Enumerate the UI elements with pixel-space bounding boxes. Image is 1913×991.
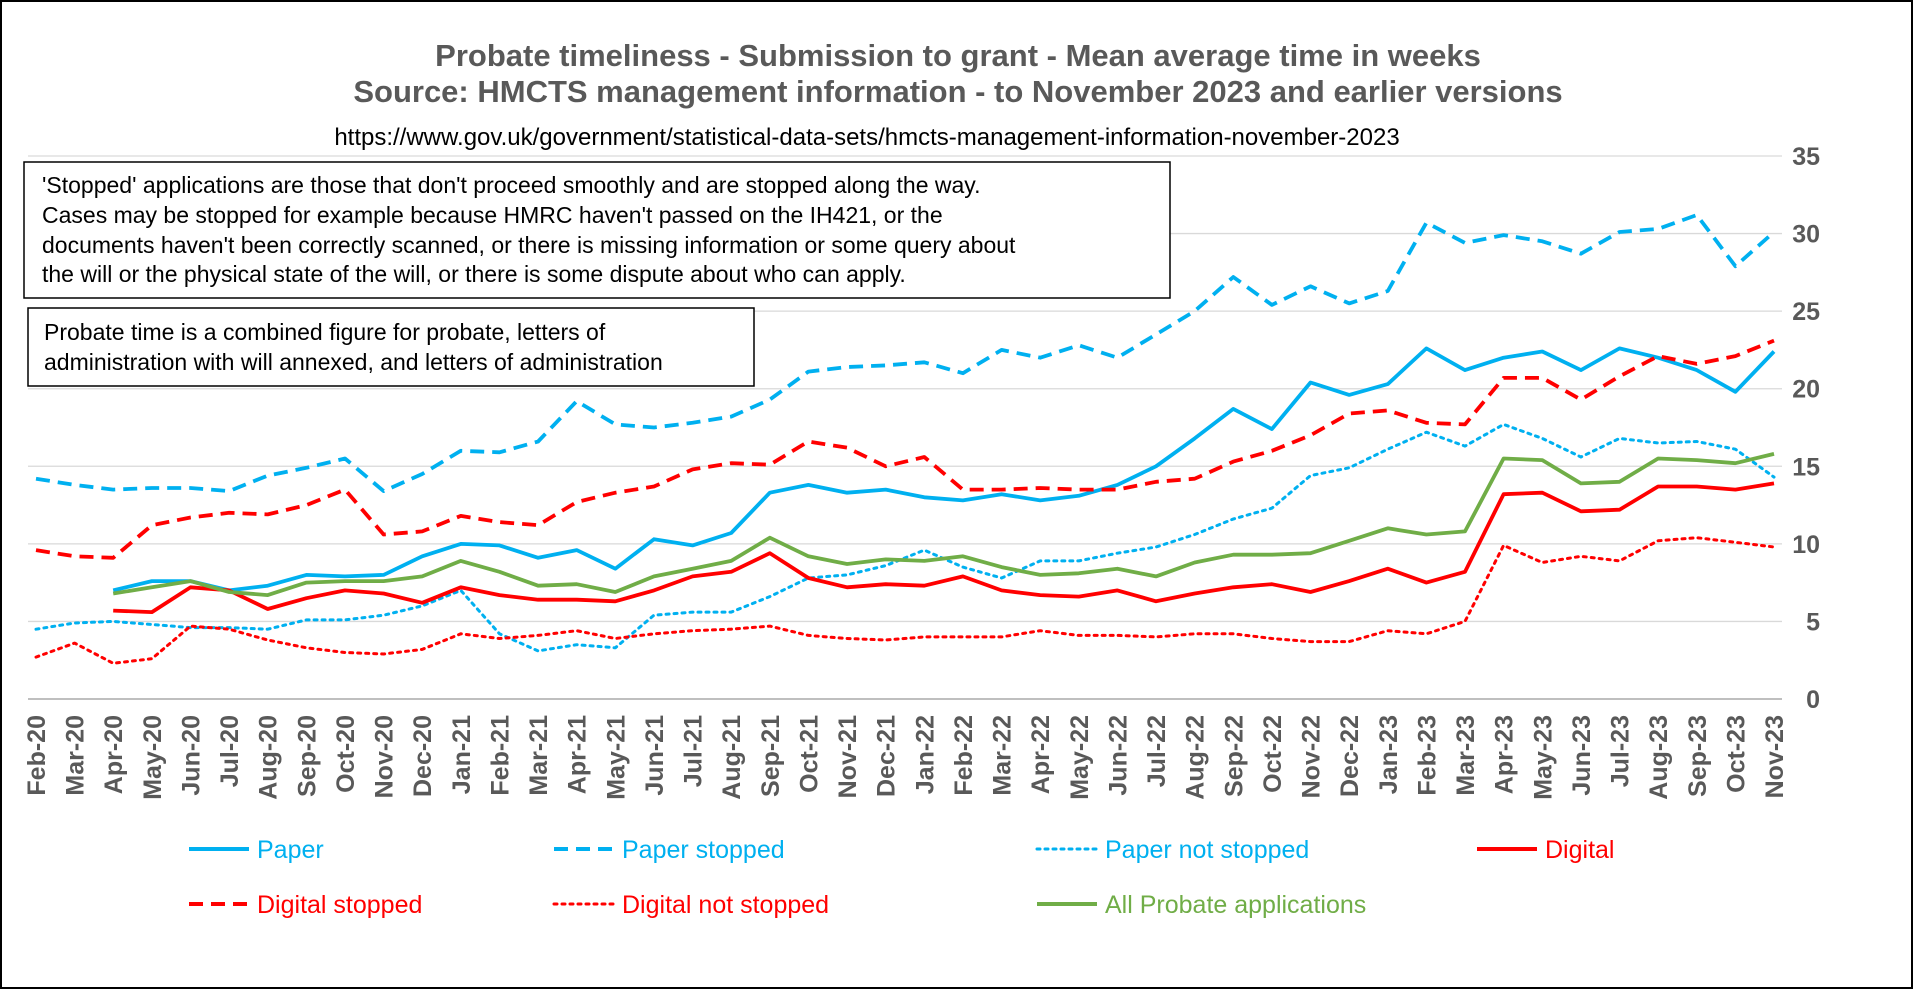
x-tick-label: Oct-23 bbox=[1722, 715, 1750, 793]
x-tick-label: Mar-21 bbox=[525, 715, 553, 796]
x-tick-label: Sep-21 bbox=[757, 715, 785, 797]
legend-label-digital-stopped: Digital stopped bbox=[257, 891, 422, 919]
x-tick-label: Sep-23 bbox=[1684, 715, 1712, 797]
x-tick-label: Nov-22 bbox=[1298, 715, 1326, 798]
x-tick-label: Nov-23 bbox=[1761, 715, 1789, 798]
legend-label-all-probate-applications: All Probate applications bbox=[1105, 891, 1366, 919]
x-tick-label: Feb-22 bbox=[950, 715, 978, 796]
y-tick-label: 35 bbox=[1792, 143, 1820, 171]
source-url[interactable]: https://www.gov.uk/government/statistica… bbox=[334, 124, 1399, 151]
x-tick-label: Sep-22 bbox=[1220, 715, 1248, 797]
series-line-digital-not-stopped bbox=[34, 536, 1776, 665]
x-tick-label: Aug-22 bbox=[1182, 715, 1210, 800]
y-tick-label: 20 bbox=[1792, 376, 1820, 404]
legend-label-digital-not-stopped: Digital not stopped bbox=[622, 891, 829, 919]
x-tick-label: Sep-20 bbox=[293, 715, 321, 797]
stopped-note-line-3: documents haven't been correctly scanned… bbox=[42, 232, 1016, 258]
probate-note-line-2: administration with will annexed, and le… bbox=[44, 349, 663, 375]
x-tick-label: May-21 bbox=[602, 715, 630, 800]
x-tick-label: Jun-20 bbox=[177, 715, 205, 796]
probate-note-border bbox=[27, 307, 755, 387]
legend: Paper Paper stopped Paper not stopped Digit… bbox=[189, 836, 1614, 919]
y-axis-ticks: 0 5 10 15 20 25 30 35 bbox=[1792, 143, 1820, 714]
probate-note-line-1: Probate time is a combined figure for pr… bbox=[44, 319, 606, 345]
series-line-all-probate-applications bbox=[112, 452, 1775, 597]
x-tick-label: Jul-22 bbox=[1143, 715, 1171, 787]
x-tick-label: Jan-23 bbox=[1375, 715, 1403, 794]
series-lines bbox=[34, 213, 1776, 665]
x-tick-label: Nov-21 bbox=[834, 715, 862, 798]
x-tick-label: Dec-20 bbox=[409, 715, 437, 797]
x-tick-label: Feb-21 bbox=[486, 715, 514, 796]
x-tick-label: Jun-22 bbox=[1104, 715, 1132, 796]
x-tick-label: Nov-20 bbox=[371, 715, 399, 798]
series-line-digital bbox=[113, 481, 1775, 614]
y-tick-label: 15 bbox=[1792, 453, 1820, 481]
series-line-digital-stopped bbox=[35, 338, 1775, 560]
x-tick-label: May-23 bbox=[1529, 715, 1557, 800]
x-tick-label: Mar-22 bbox=[989, 715, 1017, 796]
x-tick-label: Apr-23 bbox=[1491, 715, 1519, 794]
x-tick-label: Aug-20 bbox=[255, 715, 283, 800]
legend-label-digital: Digital bbox=[1545, 836, 1614, 864]
x-tick-label: Jul-21 bbox=[680, 715, 708, 787]
x-tick-label: Aug-21 bbox=[718, 715, 746, 800]
x-tick-label: May-20 bbox=[139, 715, 167, 800]
series-line-paper-stopped bbox=[35, 213, 1776, 493]
x-tick-label: Apr-22 bbox=[1027, 715, 1055, 794]
x-tick-label: Mar-20 bbox=[62, 715, 90, 796]
stopped-note-line-2: Cases may be stopped for example because… bbox=[42, 202, 943, 228]
legend-label-paper-stopped: Paper stopped bbox=[622, 836, 785, 864]
y-tick-label: 30 bbox=[1792, 221, 1820, 249]
x-tick-label: Jun-23 bbox=[1568, 715, 1596, 796]
series-line-paper bbox=[112, 346, 1776, 593]
x-tick-label: Apr-20 bbox=[100, 715, 128, 794]
x-tick-label: Apr-21 bbox=[564, 715, 592, 794]
probate-note-box: Probate time is a combined figure for pr… bbox=[27, 307, 755, 387]
chart-title: Probate timeliness - Submission to grant… bbox=[435, 38, 1481, 73]
x-tick-label: Dec-22 bbox=[1336, 715, 1364, 797]
legend-label-paper-not-stopped: Paper not stopped bbox=[1105, 836, 1309, 864]
stopped-note-border bbox=[23, 161, 1171, 299]
x-tick-label: Oct-22 bbox=[1259, 715, 1287, 793]
x-tick-label: May-22 bbox=[1066, 715, 1094, 800]
x-axis-ticks: Feb-20 Mar-20 Apr-20 May-20 Jun-20 Jul-20 Aug-… bbox=[23, 715, 1789, 800]
x-tick-label: Jun-21 bbox=[641, 715, 669, 796]
x-tick-label: Dec-21 bbox=[873, 715, 901, 797]
x-tick-label: Oct-20 bbox=[332, 715, 360, 793]
x-tick-label: Oct-21 bbox=[795, 715, 823, 793]
y-tick-label: 25 bbox=[1792, 298, 1820, 326]
stopped-note-line-1: 'Stopped' applications are those that do… bbox=[42, 172, 981, 198]
y-tick-label: 10 bbox=[1792, 531, 1820, 559]
stopped-note-box: 'Stopped' applications are those that do… bbox=[23, 161, 1171, 299]
y-tick-label: 5 bbox=[1806, 608, 1820, 636]
x-tick-label: Jul-20 bbox=[216, 715, 244, 787]
x-tick-label: Feb-20 bbox=[23, 715, 51, 796]
x-tick-label: Jan-22 bbox=[911, 715, 939, 794]
stopped-note-line-4: the will or the physical state of the wi… bbox=[42, 261, 906, 287]
series-line-paper-not-stopped bbox=[34, 422, 1776, 653]
x-tick-label: Jan-21 bbox=[448, 715, 476, 794]
legend-label-paper: Paper bbox=[257, 836, 324, 864]
y-tick-label: 0 bbox=[1806, 686, 1820, 714]
x-tick-label: Feb-23 bbox=[1413, 715, 1441, 796]
x-tick-label: Aug-23 bbox=[1645, 715, 1673, 800]
x-tick-label: Jul-23 bbox=[1607, 715, 1635, 787]
x-tick-label: Mar-23 bbox=[1452, 715, 1480, 796]
chart-subtitle: Source: HMCTS management information - t… bbox=[353, 74, 1562, 109]
